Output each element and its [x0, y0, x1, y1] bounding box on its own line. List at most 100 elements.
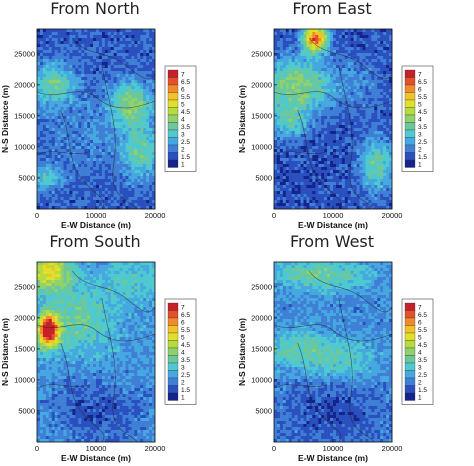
heatmap-cell [276, 104, 281, 108]
heatmap-cell [101, 155, 106, 159]
heatmap-cell [96, 29, 100, 33]
heatmap-cell [45, 188, 50, 192]
heatmap-cell [37, 188, 41, 192]
heatmap-cell [48, 191, 53, 195]
heatmap-cell [125, 200, 129, 204]
heatmap-cell [72, 206, 76, 210]
heatmap-cell [125, 158, 129, 162]
heatmap-cell [140, 32, 144, 36]
heatmap-cell [383, 155, 387, 159]
heatmap-cell [318, 35, 322, 39]
heatmap-cell [374, 41, 378, 45]
heatmap-cell [48, 101, 53, 105]
heatmap-cell [87, 86, 91, 90]
heatmap-cell [134, 176, 138, 180]
heatmap-cell [137, 176, 141, 180]
heatmap-cell [101, 41, 106, 45]
heatmap-cell [380, 131, 384, 135]
heatmap-cell [353, 32, 357, 36]
heatmap-cell [131, 119, 135, 123]
heatmap-cell [362, 95, 366, 99]
heatmap-cell [291, 41, 295, 45]
heatmap-cell [119, 158, 123, 162]
heatmap-cell [107, 140, 112, 144]
heatmap-cell [78, 164, 82, 168]
heatmap-cell [285, 53, 290, 57]
heatmap-cell [90, 44, 94, 48]
heatmap-cell [327, 59, 331, 63]
heatmap-cell [374, 38, 378, 42]
heatmap-cell [347, 164, 351, 168]
heatmap-cell [274, 89, 278, 93]
heatmap-cell [371, 164, 375, 168]
heatmap-cell [101, 50, 106, 54]
heatmap-cell [125, 116, 129, 120]
heatmap-cell [63, 56, 67, 60]
heatmap-cell [143, 185, 147, 189]
heatmap-cell [356, 200, 360, 204]
heatmap-cell [374, 206, 378, 210]
heatmap-cell [350, 125, 354, 129]
heatmap-cell [350, 80, 354, 84]
heatmap-cell [338, 50, 343, 54]
heatmap-cell [303, 53, 307, 57]
heatmap-cell [327, 137, 331, 141]
heatmap-cell [300, 173, 304, 177]
heatmap-cell [324, 125, 328, 129]
heatmap-cell [128, 98, 132, 102]
heatmap-cell [137, 200, 141, 204]
heatmap-cell [137, 101, 141, 105]
heatmap-cell [368, 140, 372, 144]
heatmap-cell [81, 152, 85, 156]
heatmap-cell [60, 41, 64, 45]
heatmap-cell [353, 83, 357, 87]
heatmap-cell [42, 265, 47, 269]
heatmap-cell [37, 104, 41, 108]
heatmap-cell [125, 77, 129, 81]
heatmap-cell [359, 191, 363, 195]
heatmap-cell [279, 197, 284, 201]
heatmap-cell [330, 134, 334, 138]
heatmap-cell [63, 92, 67, 96]
heatmap-cell [288, 80, 292, 84]
heatmap-cell [110, 197, 114, 201]
heatmap-cell [137, 140, 141, 144]
heatmap-cell [101, 161, 106, 165]
heatmap-cell [116, 107, 120, 111]
heatmap-cell [75, 161, 79, 165]
heatmap-cell [60, 38, 64, 42]
heatmap-cell [131, 161, 135, 165]
heatmap-cell [274, 197, 278, 201]
heatmap-cell [306, 155, 310, 159]
heatmap-cell [143, 179, 147, 183]
heatmap-cell [51, 56, 55, 60]
heatmap-cell [356, 179, 360, 183]
heatmap-cell [338, 152, 343, 156]
heatmap-cell [134, 188, 138, 192]
heatmap-cell [143, 119, 147, 123]
heatmap-cell [389, 155, 393, 159]
heatmap-cell [374, 167, 378, 171]
heatmap-cell [57, 62, 61, 66]
heatmap-cell [69, 119, 73, 123]
heatmap-cell [309, 185, 313, 189]
heatmap-cell [309, 80, 313, 84]
heatmap-cell [344, 32, 349, 36]
heatmap-cell [72, 182, 76, 186]
heatmap-cell [371, 74, 375, 78]
heatmap-cell [45, 158, 50, 162]
heatmap-cell [380, 95, 384, 99]
heatmap-cell [309, 128, 313, 132]
heatmap-cell [306, 56, 310, 60]
heatmap-cell [321, 200, 325, 204]
heatmap-cell [45, 104, 50, 108]
heatmap-cell [371, 125, 375, 129]
heatmap-cell [285, 197, 290, 201]
heatmap-cell [315, 59, 319, 63]
heatmap-cell [288, 146, 292, 150]
heatmap-cell [39, 158, 44, 162]
heatmap-cell [45, 134, 50, 138]
heatmap-cell [87, 29, 91, 33]
heatmap-cell [356, 188, 360, 192]
heatmap-cell [78, 32, 82, 36]
